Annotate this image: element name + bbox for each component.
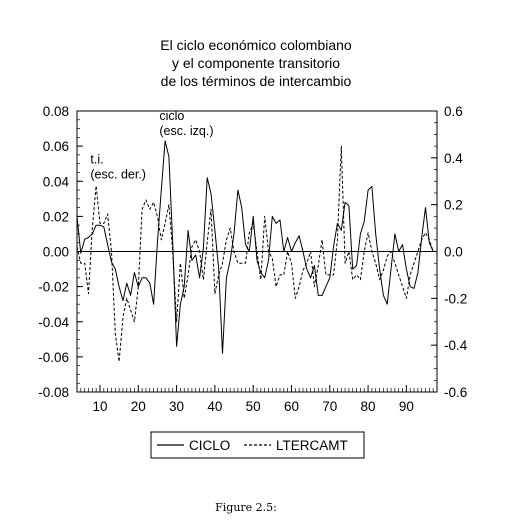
- y-left-tick-label: -0.06: [38, 350, 69, 365]
- y-left-tick-label: 0.00: [43, 245, 69, 260]
- chart-title: El ciclo económico colombiano y el compo…: [160, 37, 352, 89]
- legend-label-ciclo: CICLO: [189, 438, 230, 453]
- y-right-tick-label: 0.6: [444, 104, 463, 119]
- annotations: ciclo(esc. izq.) t.i.(esc. der.): [90, 109, 213, 182]
- y-right-tick-label: 0.2: [444, 198, 463, 213]
- x-axis: 10 20 30 40 50 60 70 80 90: [76, 385, 438, 414]
- y-right-tick-label: 0.4: [444, 151, 463, 166]
- y-right-tick-label: -0.6: [444, 385, 467, 400]
- annotation-0-line-1: (esc. izq.): [159, 124, 213, 138]
- x-tick-label: 90: [399, 399, 414, 414]
- y-left-tick-label: 0.02: [43, 209, 69, 224]
- y-right-tick-label: 0.0: [444, 245, 463, 260]
- chart-title-line-2: y el componente transitorio: [172, 55, 340, 71]
- y-left-tick-label: 0.06: [43, 139, 69, 154]
- series-line-ltercamt: [76, 145, 434, 363]
- figure-caption: Figure 2.5:: [215, 501, 277, 514]
- y-axis-left: 0.08 0.06 0.04 0.02 0.00 -0.02 -0.04 -0.06 -0.08: [38, 104, 83, 400]
- y-right-tick-label: -0.2: [444, 291, 467, 306]
- annotation-1-line-0: t.i.: [90, 153, 103, 167]
- x-tick-label: 60: [284, 399, 299, 414]
- x-tick-label: 50: [246, 399, 261, 414]
- y-right-tick-label: -0.4: [444, 338, 468, 353]
- chart-title-line-3: de los términos de intercambio: [161, 73, 352, 89]
- series-layer: [76, 140, 434, 363]
- x-tick-label: 20: [131, 399, 146, 414]
- y-left-tick-label: -0.08: [38, 385, 69, 400]
- x-tick-label: 30: [169, 399, 184, 414]
- x-tick-label: 80: [361, 399, 376, 414]
- legend-box: [150, 431, 365, 459]
- annotation-1-line-1: (esc. der.): [90, 168, 146, 182]
- y-left-tick-label: 0.04: [43, 174, 70, 189]
- y-left-tick-label: -0.02: [38, 280, 69, 295]
- x-tick-label: 40: [207, 399, 222, 414]
- x-tick-label: 70: [322, 399, 337, 414]
- y-axis-right: 0.6 0.4 0.2 0.0 -0.2 -0.4 -0.6: [431, 104, 468, 400]
- chart-title-line-1: El ciclo económico colombiano: [160, 37, 352, 53]
- legend-label-ltercamt: LTERCAMT: [276, 438, 348, 453]
- y-left-tick-label: 0.08: [43, 104, 69, 119]
- x-tick-label: 10: [92, 399, 107, 414]
- annotation-0-line-0: ciclo: [159, 109, 184, 123]
- y-left-tick-label: -0.04: [38, 315, 69, 330]
- legend: CICLO LTERCAMT: [150, 431, 365, 459]
